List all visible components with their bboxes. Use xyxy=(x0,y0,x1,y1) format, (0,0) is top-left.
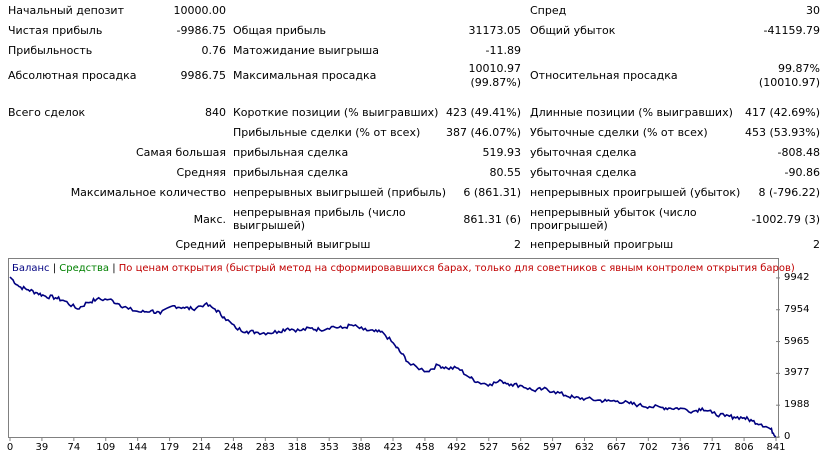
expected-payoff-label: Матожидание выигрыша xyxy=(233,44,379,57)
absolute-drawdown-value: 9986.75 xyxy=(180,69,227,82)
average-profit-label: прибыльная сделка xyxy=(233,166,349,179)
total-trades-value: 840 xyxy=(205,106,226,119)
x-tick-label: 806 xyxy=(734,442,754,453)
consecutive-losses-value: 8 (-796.22) xyxy=(758,186,820,199)
y-tick-label: 3977 xyxy=(784,367,810,379)
short-positions-value: 423 (49.41%) xyxy=(445,106,521,119)
x-tick-label: 771 xyxy=(702,442,722,453)
y-tick-label: 1988 xyxy=(784,399,810,411)
average-profit-value: 80.55 xyxy=(489,166,522,179)
x-tick-label: 214 xyxy=(191,442,212,453)
x-tick-label: 527 xyxy=(479,442,499,453)
long-positions-value: 417 (42.69%) xyxy=(744,106,820,119)
largest-label: Самая большая xyxy=(135,146,226,159)
initial-deposit-value: 10000.00 xyxy=(173,4,227,17)
max-label: Макс. xyxy=(193,213,226,226)
largest-profit-label: прибыльная сделка xyxy=(233,146,349,159)
average-label: Средняя xyxy=(176,166,226,179)
legend-separator: | xyxy=(109,263,119,274)
max-consecutive-loss-value: -1002.79 (3) xyxy=(751,213,820,226)
absolute-drawdown-label: Абсолютная просадка xyxy=(8,69,137,82)
legend-equity: Средства xyxy=(59,263,110,274)
profit-factor-value: 0.76 xyxy=(201,44,227,57)
max-drawdown-percent: (99.87%) xyxy=(470,76,521,89)
initial-deposit-label: Начальный депозит xyxy=(8,4,124,17)
x-tick-label: 179 xyxy=(160,442,180,453)
x-tick-label: 841 xyxy=(766,442,786,453)
gross-loss-label: Общий убыток xyxy=(530,24,616,37)
x-tick-label: 109 xyxy=(96,442,116,453)
chart-legend: Баланс | Средства | По ценам открытия (б… xyxy=(12,263,795,274)
max-consecutive-profit-value: 861.31 (6) xyxy=(463,213,521,226)
legend-separator: | xyxy=(49,263,60,274)
balance-series-line xyxy=(9,276,777,438)
x-tick-label: 736 xyxy=(670,442,690,453)
avg-consecutive-wins-label: непрерывный выигрыш xyxy=(233,238,371,251)
y-tick-label: 7954 xyxy=(784,303,810,315)
max-consecutive-loss-label: непрерывный убыток (число проигрышей) xyxy=(530,206,697,232)
largest-loss-label: убыточная сделка xyxy=(530,146,637,159)
gross-profit-value: 31173.05 xyxy=(468,24,522,37)
legend-balance: Баланс xyxy=(12,263,50,274)
max-count-label: Максимальное количество xyxy=(70,186,226,199)
consecutive-losses-label: непрерывных проигрышей (убыток) xyxy=(530,186,741,199)
net-profit-label: Чистая прибыль xyxy=(8,24,103,37)
loss-trades-label: Убыточные сделки (% от всех) xyxy=(530,126,708,139)
avg-consecutive-label: Средний xyxy=(175,238,226,251)
x-tick-label: 353 xyxy=(319,442,339,453)
profit-factor-label: Прибыльность xyxy=(8,44,93,57)
x-tick-label: 74 xyxy=(67,442,81,453)
y-tick-label: 5965 xyxy=(784,335,810,347)
max-drawdown-label: Максимальная просадка xyxy=(233,69,377,82)
balance-chart-frame xyxy=(8,258,779,438)
x-tick-label: 597 xyxy=(543,442,563,453)
long-positions-label: Длинные позиции (% выигравших) xyxy=(530,106,733,119)
x-tick-label: 248 xyxy=(223,442,243,453)
x-tick-label: 0 xyxy=(6,442,14,453)
max-consecutive-profit-label: непрерывная прибыль (число выигрышей) xyxy=(233,206,406,232)
total-trades-label: Всего сделок xyxy=(8,106,86,119)
x-tick-label: 667 xyxy=(606,442,626,453)
relative-drawdown-value: (10010.97) xyxy=(758,76,820,89)
y-tick-label: 9942 xyxy=(784,271,810,283)
consecutive-wins-label: непрерывных выигрышей (прибыль) xyxy=(233,186,447,199)
x-tick-label: 492 xyxy=(447,442,467,453)
gross-loss-value: -41159.79 xyxy=(763,24,820,37)
x-tick-label: 562 xyxy=(511,442,531,453)
largest-loss-value: -808.48 xyxy=(777,146,820,159)
avg-consecutive-losses-label: непрерывный проигрыш xyxy=(530,238,674,251)
x-tick-label: 423 xyxy=(383,442,403,453)
profit-trades-value: 387 (46.07%) xyxy=(445,126,521,139)
avg-consecutive-wins-value: 2 xyxy=(514,238,521,251)
x-tick-label: 39 xyxy=(35,442,49,453)
profit-trades-label: Прибыльные сделки (% от всех) xyxy=(233,126,421,139)
relative-drawdown-label: Относительная просадка xyxy=(530,69,678,82)
x-tick-label: 144 xyxy=(128,442,148,453)
x-tick-label: 318 xyxy=(287,442,307,453)
y-tick-label: 0 xyxy=(784,431,791,442)
spread-value: 30 xyxy=(806,4,820,17)
gross-profit-label: Общая прибыль xyxy=(233,24,326,37)
expected-payoff-value: -11.89 xyxy=(485,44,521,57)
consecutive-wins-value: 6 (861.31) xyxy=(463,186,521,199)
relative-drawdown-percent: 99.87% xyxy=(778,62,820,75)
x-tick-label: 283 xyxy=(255,442,275,453)
avg-consecutive-losses-value: 2 xyxy=(813,238,820,251)
largest-profit-value: 519.93 xyxy=(482,146,522,159)
short-positions-label: Короткие позиции (% выигравших) xyxy=(233,106,439,119)
average-loss-label: убыточная сделка xyxy=(530,166,637,179)
net-profit-value: -9986.75 xyxy=(176,24,226,37)
average-loss-value: -90.86 xyxy=(784,166,820,179)
x-tick-label: 702 xyxy=(638,442,658,453)
x-tick-label: 458 xyxy=(415,442,435,453)
spread-label: Спред xyxy=(530,4,567,17)
legend-note: По ценам открытия (быстрый метод на сфор… xyxy=(118,263,795,274)
loss-trades-value: 453 (53.93%) xyxy=(744,126,820,139)
max-drawdown-value: 10010.97 xyxy=(468,62,522,75)
x-tick-label: 632 xyxy=(574,442,595,453)
x-tick-label: 388 xyxy=(351,442,371,453)
